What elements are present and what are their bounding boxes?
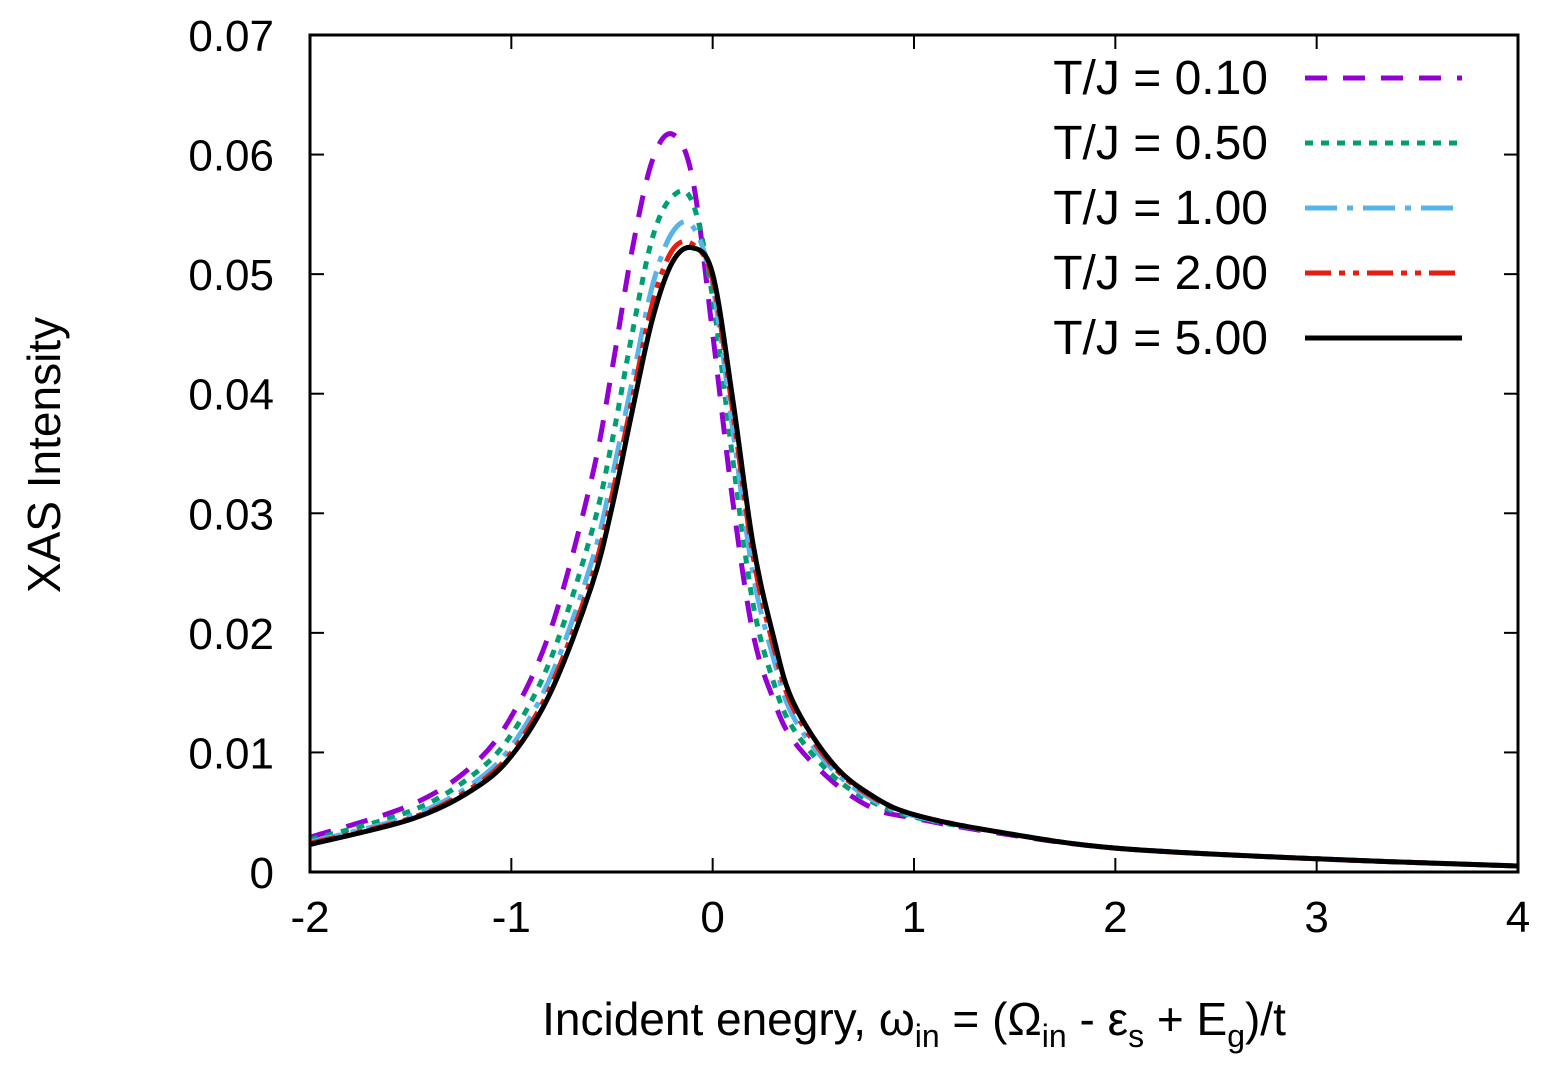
x-label-sub-s: s bbox=[1128, 1018, 1144, 1054]
x-label-mid2: - ε bbox=[1067, 993, 1128, 1045]
x-tick-label: -2 bbox=[290, 893, 329, 942]
x-label-mid3: + E bbox=[1144, 993, 1227, 1045]
y-tick-label: 0.07 bbox=[188, 12, 274, 61]
x-label-sub-in-2: in bbox=[1042, 1018, 1067, 1054]
legend-label-3: T/J = 1.00 bbox=[1053, 182, 1268, 235]
legend-label-5: T/J = 5.00 bbox=[1053, 312, 1268, 365]
legend: T/J = 0.10 T/J = 0.50 T/J = 1.00 T/J = 2.00… bbox=[1053, 52, 1462, 365]
series-line-3 bbox=[309, 219, 1519, 869]
y-tick-label: 0.06 bbox=[188, 132, 274, 181]
tick-layer: -2 -1 0 1 2 3 4 0 0.01 0.02 0.03 0.04 0.05 0.06 0.07 bbox=[188, 12, 1530, 942]
x-label-suffix: )/t bbox=[1245, 993, 1286, 1045]
plot-frame bbox=[308, 33, 1520, 874]
series-line-5 bbox=[309, 244, 1519, 869]
x-axis-label: Incident enegry, ωin = (Ωin - εs + Eg)/t bbox=[542, 993, 1286, 1054]
x-label-mid1: = (Ω bbox=[940, 993, 1042, 1045]
curve-layer bbox=[309, 131, 1519, 869]
x-tick-label: 4 bbox=[1506, 893, 1530, 942]
x-tick-label: -1 bbox=[492, 893, 531, 942]
y-tick-label: 0 bbox=[250, 849, 274, 898]
x-tick-label: 3 bbox=[1304, 893, 1328, 942]
y-tick-label: 0.01 bbox=[188, 729, 274, 778]
x-tick-label: 2 bbox=[1103, 893, 1127, 942]
x-label-sub-g: g bbox=[1227, 1018, 1245, 1054]
y-tick-label: 0.03 bbox=[188, 490, 274, 539]
legend-label-2: T/J = 0.50 bbox=[1053, 117, 1268, 170]
y-tick-label: 0.04 bbox=[188, 371, 274, 420]
x-label-sub-in: in bbox=[915, 1018, 940, 1054]
y-axis-label: XAS Intensity bbox=[18, 317, 70, 593]
x-tick-label: 1 bbox=[902, 893, 926, 942]
legend-label-1: T/J = 0.10 bbox=[1053, 52, 1268, 105]
x-tick-label: 0 bbox=[700, 893, 724, 942]
y-tick-label: 0.02 bbox=[188, 610, 274, 659]
x-label-prefix: Incident enegry, ω bbox=[542, 993, 915, 1045]
legend-label-4: T/J = 2.00 bbox=[1053, 247, 1268, 300]
y-tick-label: 0.05 bbox=[188, 251, 274, 300]
